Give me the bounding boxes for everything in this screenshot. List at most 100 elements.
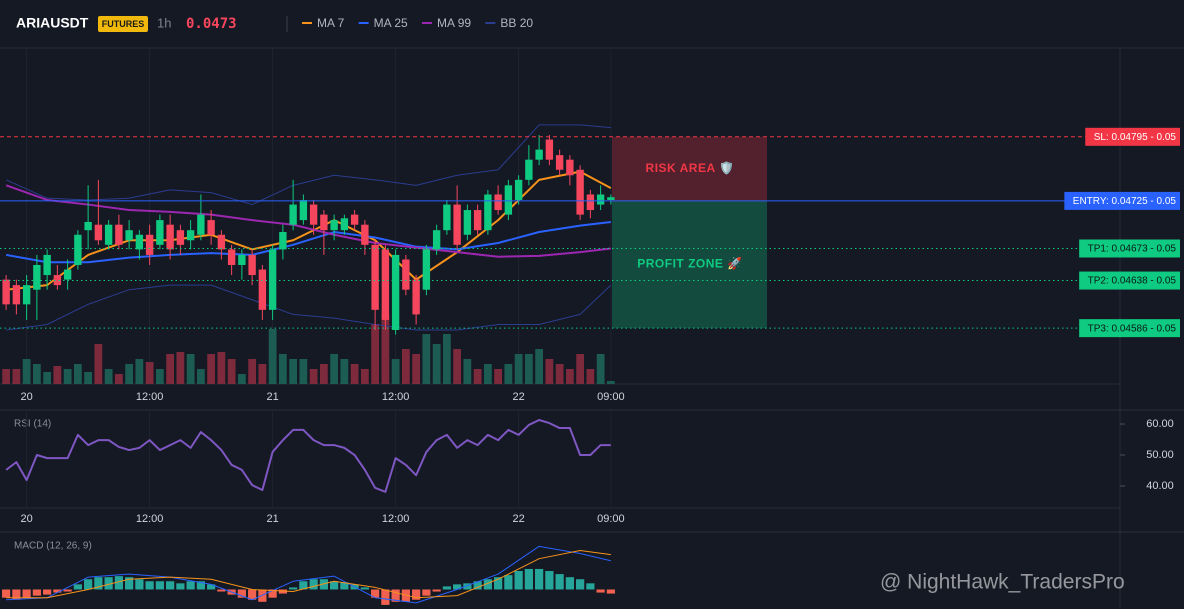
volume-bar — [73, 364, 82, 384]
candle-body — [320, 214, 328, 231]
x-tick-label: 12:00 — [382, 391, 410, 403]
candle-body — [576, 169, 584, 215]
volume-bar — [104, 369, 113, 384]
watermark: @ NightHawk_TradersPro — [880, 571, 1125, 594]
badge: FUTURES — [102, 19, 145, 29]
last-price: 0.0473 — [186, 16, 237, 32]
candle-body — [43, 254, 51, 276]
histogram-bar — [524, 568, 533, 590]
candle-body — [279, 232, 287, 250]
volume-bar — [371, 324, 380, 384]
volume-bar — [565, 369, 574, 384]
volume-bar — [401, 349, 410, 384]
histogram-bar — [43, 589, 52, 595]
candle-body — [94, 224, 103, 241]
candle-body — [104, 224, 113, 245]
volume-bar — [278, 354, 287, 384]
histogram-bar — [125, 577, 134, 590]
histogram-bar — [330, 581, 339, 590]
histogram-bar — [360, 587, 369, 590]
candle-body — [125, 230, 133, 241]
histogram-bar — [22, 589, 31, 598]
level-label: ENTRY: 0.04725 - 0.05 — [1073, 196, 1177, 207]
candle-body — [484, 194, 492, 231]
zone — [612, 136, 767, 201]
volume-bar — [340, 359, 349, 384]
volume-bar — [135, 359, 144, 384]
volume-bar — [94, 344, 103, 384]
legend-label: MA 99 — [437, 16, 471, 30]
histogram-bar — [12, 589, 21, 600]
histogram-bar — [545, 571, 554, 590]
volume-bar — [186, 354, 195, 384]
histogram-bar — [53, 589, 62, 593]
histogram-bar — [84, 579, 93, 590]
level-label-bg — [1064, 191, 1180, 210]
candle-body — [443, 204, 451, 231]
histogram-bar — [473, 581, 482, 590]
interval: 1h — [157, 15, 171, 30]
histogram-bar — [535, 568, 544, 590]
candle-body — [33, 264, 41, 290]
histogram-bar — [155, 581, 164, 590]
volume-bar — [422, 334, 431, 384]
histogram-bar — [289, 587, 298, 590]
x-tick-label: 21 — [267, 391, 279, 403]
x-tick-label: 20 — [21, 513, 33, 525]
series-line — [6, 284, 612, 331]
volume-bar — [32, 364, 41, 384]
candle-body — [238, 254, 246, 265]
histogram-bar — [606, 589, 615, 594]
histogram-bar — [217, 589, 226, 592]
candle-body — [197, 214, 205, 235]
candle-body — [299, 199, 308, 221]
zone-label: PROFIT ZONE 🚀 — [637, 257, 742, 271]
histogram-bar — [278, 589, 287, 594]
candle-body — [371, 244, 379, 310]
volume-bar — [535, 349, 544, 384]
histogram-bar — [422, 589, 431, 596]
histogram-bar — [555, 574, 564, 590]
candle-body — [432, 230, 441, 250]
histogram-bar — [114, 576, 123, 590]
volume-bar — [453, 349, 462, 384]
rsi-title: RSI (14) — [14, 419, 51, 430]
candle-body — [545, 139, 554, 160]
candle-body — [227, 249, 236, 265]
y-tick-label: 60.00 — [1146, 418, 1174, 430]
histogram-bar — [268, 589, 277, 598]
volume-bar — [606, 381, 615, 384]
histogram-bar — [565, 577, 574, 590]
histogram-bar — [453, 584, 462, 590]
histogram-bar — [483, 579, 492, 590]
volume-bar — [63, 369, 72, 384]
volume-bar — [545, 359, 554, 384]
candle-body — [115, 224, 123, 245]
candle-body — [494, 194, 502, 211]
candle-body — [525, 159, 533, 180]
histogram-bar — [186, 581, 195, 590]
volume-bar — [412, 354, 421, 384]
level-label: TP2: 0.04638 - 0.05 — [1088, 276, 1177, 287]
histogram-bar — [207, 584, 216, 590]
volume-bar — [586, 369, 595, 384]
volume-bar — [483, 364, 492, 384]
candle-body — [514, 179, 523, 200]
histogram-bar — [63, 589, 72, 592]
level-label: TP1: 0.04673 - 0.05 — [1088, 244, 1177, 255]
candle-body — [53, 275, 62, 286]
volume-bar — [227, 359, 236, 384]
volume-bar — [350, 364, 359, 384]
volume-bar — [432, 344, 441, 384]
candle-body — [135, 234, 144, 250]
level-label-bg — [1079, 239, 1180, 258]
volume-bar — [596, 354, 605, 384]
candle-body — [309, 204, 318, 225]
candle-body — [596, 194, 605, 205]
x-tick-label: 09:00 — [597, 391, 625, 403]
volume-bar — [360, 369, 369, 384]
volume-bar — [2, 369, 11, 384]
candle-body — [248, 254, 256, 276]
x-tick-label: 22 — [513, 391, 525, 403]
histogram-bar — [248, 589, 257, 600]
